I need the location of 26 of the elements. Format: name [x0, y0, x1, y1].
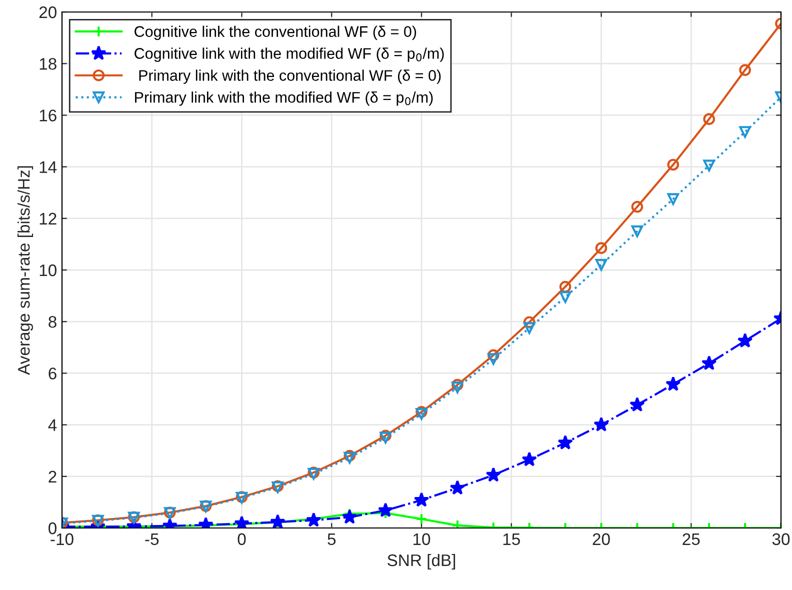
x-tick-label: 0	[238, 533, 246, 546]
legend-label: Cognitive link the conventional WF (δ = 0)	[134, 26, 416, 40]
x-tick-label: 30	[772, 533, 790, 546]
y-tick-label: 0	[48, 522, 56, 534]
legend-label: Cognitive link with the modified WF (δ = p$_{0}$/m)	[134, 48, 444, 62]
x-tick-label: -5	[145, 533, 159, 546]
x-axis-title: SNR [dB]	[388, 554, 456, 570]
x-tick-label: -10	[50, 533, 74, 546]
legend-label: Primary link with the conventional WF (δ = 0)	[139, 70, 441, 84]
x-tick-label: 15	[503, 533, 520, 546]
y-tick-label: 6	[48, 368, 56, 380]
x-tick-label: 10	[414, 533, 430, 546]
y-tick-label: 16	[40, 110, 56, 122]
y-tick-label: 4	[48, 419, 57, 431]
x-tick-label: 25	[682, 533, 700, 546]
legend-label: Primary link with the modified WF (δ = p$_{0}$/m)	[135, 92, 433, 106]
y-tick-label: 8	[48, 316, 56, 328]
x-tick-label: 5	[328, 533, 336, 546]
y-tick-label: 14	[40, 161, 57, 173]
y-tick-label: 2	[48, 470, 56, 482]
y-tick-label: 12	[40, 212, 56, 224]
y-tick-label: 20	[39, 6, 56, 18]
y-tick-label: 10	[40, 264, 56, 276]
y-tick-label: 18	[40, 58, 56, 70]
x-tick-label: 20	[592, 533, 610, 546]
y-axis-title: Average sum-rate [bits/s/Hz]	[18, 166, 34, 375]
